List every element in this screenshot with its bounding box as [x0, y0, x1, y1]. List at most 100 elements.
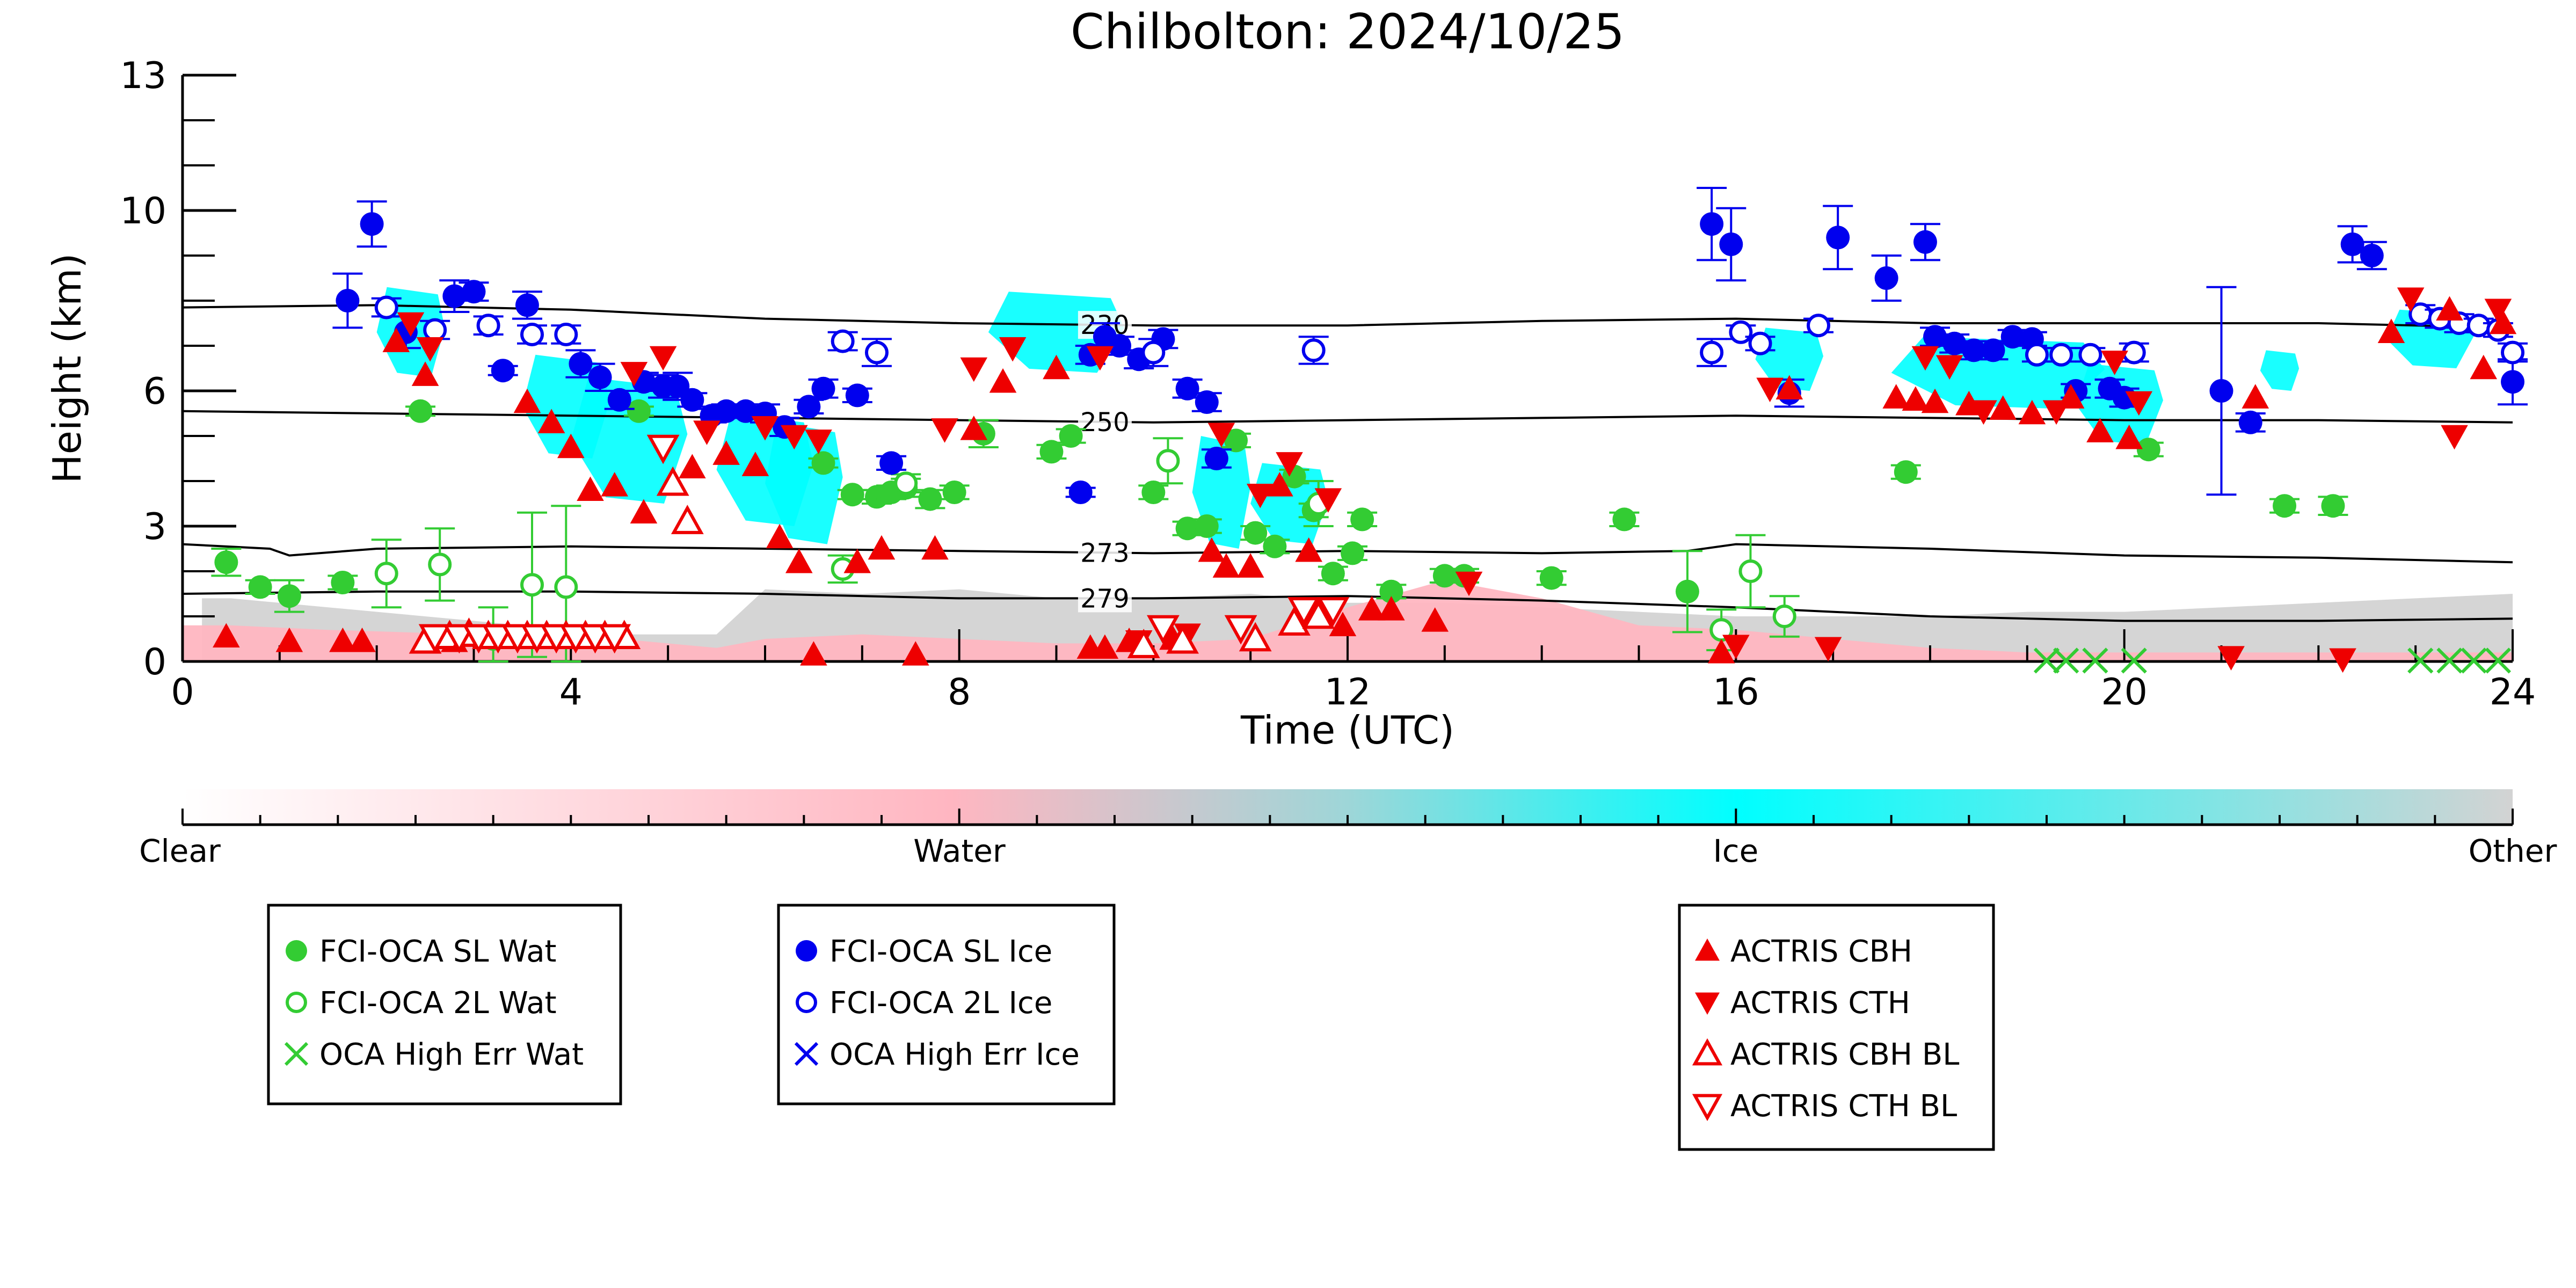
data-point-actris-cth: [2441, 425, 2468, 450]
data-point-fci-oca-sl-ice: [442, 284, 467, 308]
data-point-fci-oca-sl-wat: [1350, 507, 1374, 532]
colorbar-label-water: Water: [913, 833, 1006, 869]
data-point-actris-cbh: [1921, 388, 1949, 413]
legend-frame: [777, 904, 1116, 1105]
isotherm-label-bg-279: [1078, 584, 1132, 613]
legend-frame: [267, 904, 622, 1105]
data-point-fci-oca-2l-ice: [1141, 340, 1166, 365]
data-point-fci-oca-sl-ice: [879, 451, 904, 475]
data-point-fci-oca-sl-wat: [1894, 460, 1918, 484]
data-point-actris-cbh: [1212, 553, 1240, 578]
data-point-actris-cbh: [1236, 553, 1264, 578]
x-tick-label: 24: [2490, 671, 2536, 714]
data-point-actris-cbh: [1882, 384, 1910, 409]
data-point-fci-oca-2l-ice: [2049, 343, 2073, 367]
legend-marker-actris-cth-bl: [1692, 1094, 1723, 1122]
data-point-fci-oca-sl-ice: [569, 352, 593, 376]
data-point-fci-oca-sl-wat: [1321, 562, 1345, 586]
series-oca-high-err-wat: [2033, 647, 2512, 674]
series-actris-cth: [397, 287, 2512, 673]
data-point-fci-oca-2l-ice: [554, 323, 578, 346]
data-point-actris-cbh-bl: [1278, 606, 1311, 636]
data-point-fci-oca-sl-wat: [627, 399, 651, 423]
data-point-fci-oca-2l-wat: [894, 471, 918, 496]
data-point-actris-cbh: [766, 523, 794, 549]
data-point-actris-cth-bl: [442, 624, 476, 654]
data-point-fci-oca-sl-ice: [1923, 325, 1947, 349]
ice-region-4: [765, 422, 843, 544]
data-point-actris-cbh: [1091, 634, 1119, 659]
data-point-actris-cth: [649, 346, 677, 371]
data-point-fci-oca-sl-ice: [2340, 232, 2364, 256]
data-point-fci-oca-sl-ice: [360, 212, 384, 236]
data-point-actris-cth: [1455, 571, 1483, 596]
data-point-fci-oca-2l-ice: [1700, 340, 1724, 365]
y-tick-label: 6: [143, 370, 166, 413]
data-point-actris-cbh: [1707, 638, 1735, 664]
data-point-fci-oca-sl-ice: [1981, 338, 2005, 362]
data-point-actris-cbh: [630, 499, 658, 524]
legend-marker-oca-high-err-wat: [284, 1042, 309, 1066]
data-point-oca-high-err-wat: [2082, 647, 2108, 674]
data-point-actris-cbh: [679, 454, 706, 479]
data-point-actris-cbh-bl: [1127, 629, 1160, 658]
data-point-actris-cbh: [800, 641, 827, 666]
data-point-actris-cth: [1314, 488, 1342, 513]
x-tick-label: 4: [559, 671, 583, 714]
data-point-actris-cth: [397, 312, 425, 337]
data-point-actris-cth-bl: [598, 624, 631, 654]
data-point-actris-cbh: [1775, 375, 1803, 400]
data-point-actris-cbh: [537, 409, 565, 434]
data-point-actris-cbh: [1989, 395, 2017, 420]
legend-marker-oca-high-err-ice: [794, 1042, 819, 1066]
data-point-actris-cbh: [601, 472, 629, 497]
data-point-fci-oca-sl-wat: [1675, 579, 1699, 603]
data-point-fci-oca-sl-wat: [214, 550, 238, 574]
data-point-fci-oca-2l-ice: [1748, 331, 1772, 355]
data-point-actris-cbh: [382, 328, 410, 352]
legends: FCI-OCA SL Wat FCI-OCA 2L Wat OCA High Err…: [267, 904, 1995, 1151]
x-axis-label: Time (UTC): [1240, 708, 1454, 753]
data-point-actris-cbh: [1266, 472, 1293, 497]
series-fci-oca-2l-ice: [371, 295, 2528, 367]
legend-water: FCI-OCA SL Wat FCI-OCA 2L Wat OCA High Err…: [267, 904, 622, 1105]
data-point-fci-oca-sl-ice: [1913, 230, 1937, 254]
data-point-actris-cbh-bl: [1166, 624, 1199, 654]
data-point-actris-cbh: [411, 361, 439, 386]
legend-label-oca-high-err-wat: OCA High Err Wat: [319, 1037, 584, 1072]
data-point-actris-cbh: [1378, 596, 1405, 621]
data-point-fci-oca-sl-wat: [840, 483, 864, 507]
y-tick-label: 3: [143, 506, 166, 548]
data-point-actris-cbh: [868, 535, 896, 560]
data-point-fci-oca-sl-wat: [811, 451, 835, 475]
data-point-fci-oca-sl-wat: [1263, 534, 1287, 558]
data-point-fci-oca-sl-ice: [1068, 481, 1093, 504]
data-point-actris-cth-bl: [646, 434, 680, 464]
data-point-fci-oca-sl-ice: [2209, 379, 2233, 403]
data-point-fci-oca-sl-wat: [277, 584, 301, 608]
data-point-actris-cbh: [2242, 384, 2269, 409]
data-point-fci-oca-2l-ice: [374, 295, 398, 319]
data-point-actris-cbh: [577, 476, 604, 501]
data-point-fci-oca-sl-wat: [2136, 438, 2160, 462]
legend-label-actris-cbh-bl: ACTRIS CBH BL: [1730, 1037, 1959, 1072]
data-point-fci-oca-sl-ice: [1175, 376, 1199, 401]
data-point-fci-oca-sl-ice: [1700, 212, 1724, 236]
data-point-actris-cbh: [329, 627, 356, 652]
ice-region-11: [2260, 350, 2300, 391]
x-tick-label: 8: [948, 671, 971, 714]
data-point-actris-cth-bl: [579, 624, 612, 654]
data-point-fci-oca-sl-wat: [1175, 516, 1199, 541]
isotherm-line-230: [182, 304, 2513, 329]
colorbar-label-other: Other: [2469, 833, 2557, 869]
data-point-actris-cbh: [275, 627, 303, 652]
data-point-fci-oca-sl-wat: [1195, 514, 1219, 538]
legend-label-fci-oca-sl-wat: FCI-OCA SL Wat: [319, 934, 557, 969]
data-point-fci-oca-sl-wat: [331, 571, 355, 594]
data-point-fci-oca-sl-ice: [2238, 410, 2262, 434]
data-point-fci-oca-sl-ice: [1962, 338, 1986, 362]
data-point-actris-cbh: [2489, 309, 2517, 334]
data-point-fci-oca-sl-wat: [248, 575, 272, 599]
data-point-fci-oca-sl-wat: [1341, 541, 1365, 565]
isotherm-label-250: 250: [1080, 407, 1130, 438]
